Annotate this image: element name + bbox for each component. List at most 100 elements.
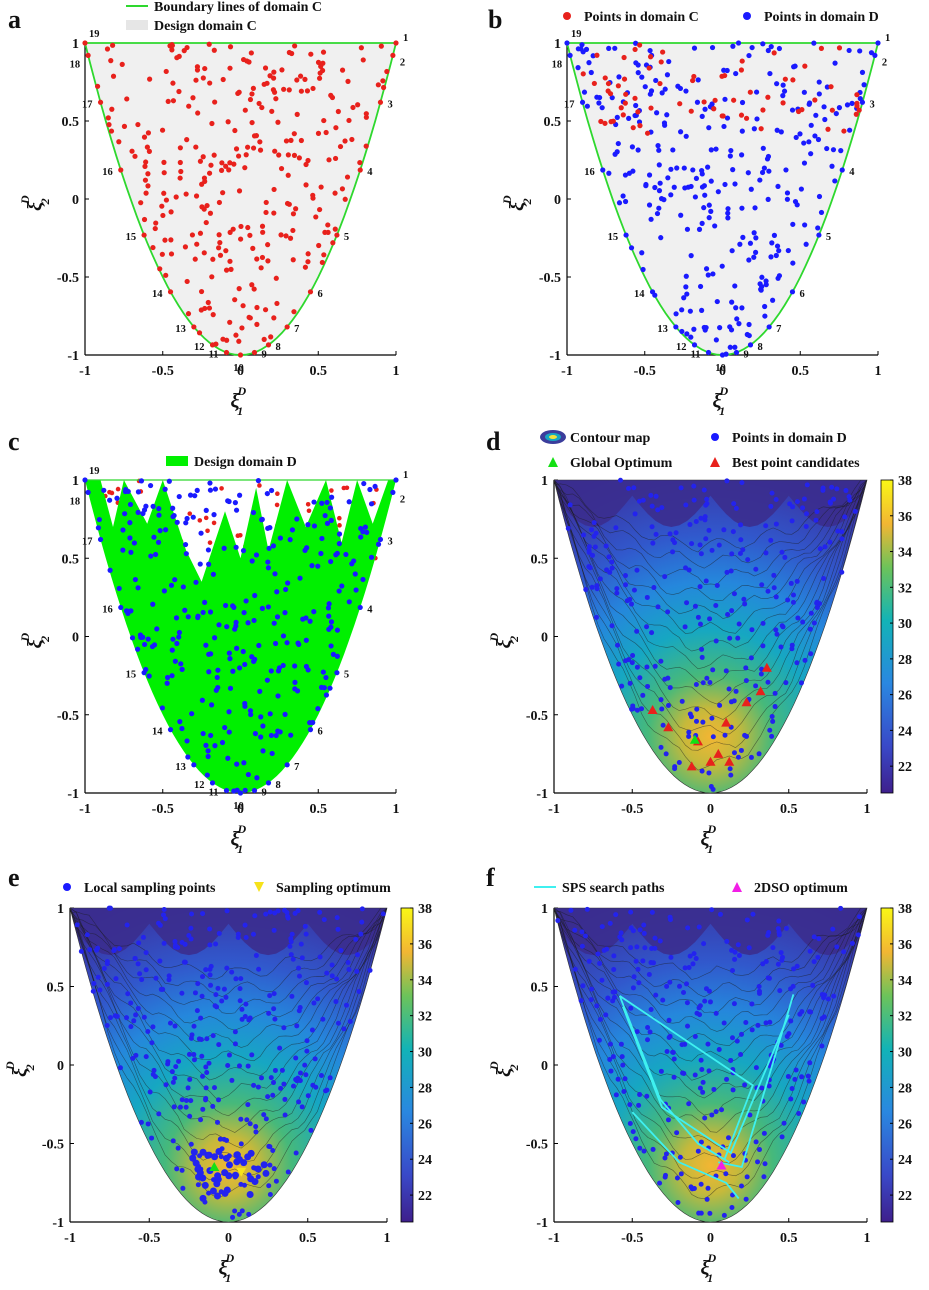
- x-tick-label: 1: [393, 802, 400, 817]
- point-domain-C: [263, 199, 269, 206]
- vertex-label: 6: [317, 289, 322, 300]
- point-domain-D: [800, 505, 806, 511]
- local-sampling-point: [149, 1135, 155, 1141]
- point-domain-D: [287, 537, 293, 543]
- y-axis-label: ξD 2: [18, 633, 52, 649]
- point-domain-D: [844, 102, 851, 108]
- local-sampling-point: [354, 968, 360, 974]
- point-domain-D: [745, 557, 751, 563]
- point-domain-C: [200, 154, 206, 160]
- panel-letter: b: [488, 5, 502, 34]
- point-domain-C: [226, 167, 232, 173]
- local-sampling-point: [87, 947, 93, 953]
- point-domain-C: [250, 85, 256, 91]
- local-sampling-point: [296, 1008, 302, 1014]
- point-domain-D: [127, 520, 133, 526]
- point-domain-D: [811, 40, 817, 46]
- point-domain-D: [591, 520, 597, 526]
- point-domain-D: [690, 961, 696, 967]
- point-domain-C: [285, 172, 291, 178]
- vertex-point: [85, 489, 91, 495]
- point-domain-C: [318, 184, 324, 190]
- point-domain-D: [275, 728, 281, 734]
- point-domain-C: [195, 110, 201, 116]
- local-sampling-point: [212, 1003, 218, 1009]
- legend-local-sampling-swatch: [63, 883, 71, 891]
- point-domain-D: [280, 662, 286, 669]
- legend-best-candidates-label: Best point candidates: [732, 456, 860, 471]
- local-sampling-point: [222, 1154, 230, 1162]
- point-domain-D: [326, 613, 332, 619]
- point-domain-D: [760, 41, 766, 47]
- point-domain-D: [622, 1076, 628, 1082]
- colorbar-tick-label: 26: [418, 1117, 432, 1132]
- point-domain-C: [205, 299, 211, 306]
- point-domain-C: [337, 143, 344, 150]
- local-sampling-point: [191, 1052, 197, 1058]
- point-domain-D: [156, 506, 162, 512]
- point-domain-D: [656, 162, 662, 168]
- point-domain-D: [808, 651, 814, 657]
- point-domain-C: [337, 515, 342, 521]
- vertex-point: [82, 40, 88, 46]
- point-domain-D: [779, 549, 785, 555]
- local-sampling-point: [239, 1208, 245, 1214]
- point-domain-D: [161, 588, 167, 594]
- point-domain-D: [603, 1012, 609, 1018]
- point-domain-D: [237, 665, 243, 671]
- point-domain-D: [849, 940, 855, 946]
- point-domain-D: [615, 140, 621, 147]
- point-domain-D: [782, 554, 788, 560]
- point-domain-C: [184, 137, 190, 143]
- point-domain-D: [667, 917, 673, 923]
- point-domain-D: [821, 576, 827, 582]
- point-domain-D: [615, 642, 621, 648]
- point-domain-D: [294, 516, 300, 522]
- point-domain-C: [254, 321, 260, 327]
- point-domain-C: [257, 147, 264, 153]
- point-domain-D: [626, 485, 632, 491]
- local-sampling-point: [195, 1182, 201, 1188]
- point-domain-D: [699, 768, 705, 774]
- point-domain-C: [223, 248, 229, 254]
- point-domain-D: [300, 616, 306, 622]
- point-domain-C: [306, 508, 312, 514]
- point-domain-D: [613, 525, 619, 531]
- point-domain-D: [814, 599, 820, 605]
- point-domain-C: [236, 153, 242, 159]
- local-sampling-point: [282, 1096, 288, 1102]
- point-domain-D: [336, 541, 342, 547]
- point-domain-D: [667, 979, 673, 985]
- point-domain-C: [216, 245, 222, 251]
- point-domain-C: [184, 44, 190, 51]
- point-domain-C: [178, 168, 184, 175]
- point-domain-D: [751, 254, 757, 260]
- local-sampling-point: [135, 961, 141, 967]
- point-domain-D: [763, 959, 769, 965]
- point-domain-D: [857, 914, 863, 920]
- point-domain-D: [604, 567, 610, 573]
- point-domain-D: [739, 152, 745, 158]
- local-sampling-point: [198, 1015, 204, 1021]
- local-sampling-point: [200, 1106, 206, 1112]
- point-domain-C: [231, 161, 237, 167]
- point-domain-D: [212, 486, 219, 492]
- point-domain-D: [789, 1086, 795, 1092]
- point-domain-C: [238, 236, 244, 242]
- point-domain-C: [162, 237, 168, 243]
- point-domain-D: [677, 1154, 683, 1160]
- point-domain-C: [274, 300, 280, 307]
- point-domain-C: [201, 175, 208, 181]
- point-domain-D: [801, 89, 807, 95]
- point-domain-D: [150, 601, 156, 607]
- point-domain-C: [325, 229, 331, 235]
- point-domain-D: [682, 965, 688, 971]
- point-domain-D: [268, 732, 275, 739]
- point-domain-D: [622, 172, 629, 178]
- point-domain-D: [274, 614, 281, 620]
- point-domain-C: [177, 159, 183, 166]
- point-domain-D: [740, 547, 746, 553]
- local-sampling-point: [156, 1111, 162, 1117]
- point-domain-D: [243, 598, 249, 604]
- local-sampling-point: [208, 982, 214, 988]
